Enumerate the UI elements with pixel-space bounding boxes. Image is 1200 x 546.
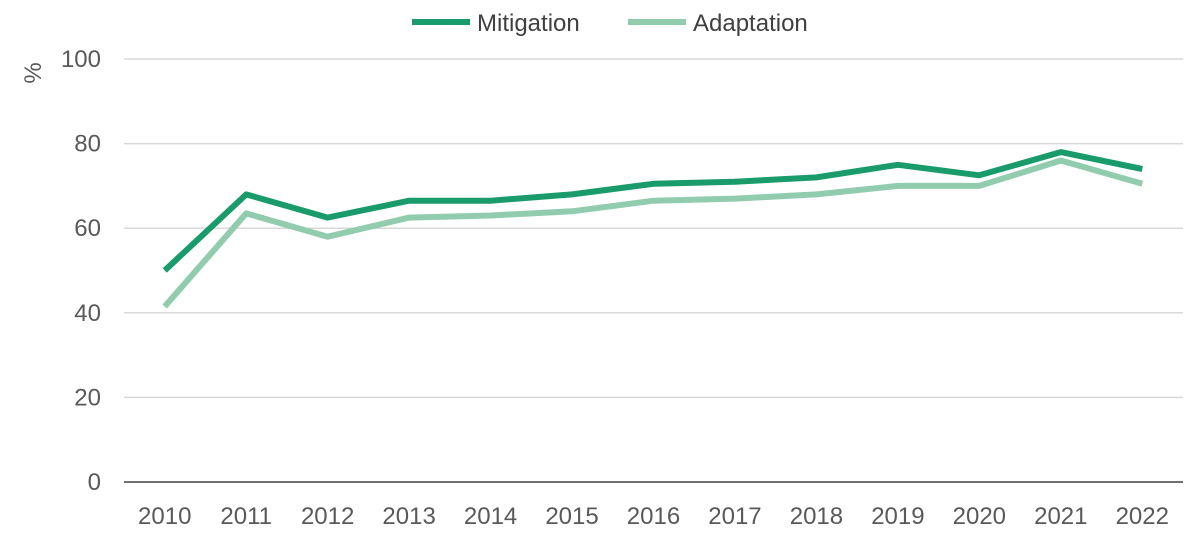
- series-lines: [162, 149, 1144, 309]
- x-axis-tick-labels: 2010 2011 2012 2013 2014 2015 2016 2017 2018 2019…: [138, 503, 1169, 530]
- y-tick-label: 40: [74, 300, 101, 327]
- x-tick-label: 2017: [708, 503, 761, 530]
- x-tick-label: 2012: [301, 503, 354, 530]
- x-tick-label: 2015: [545, 503, 598, 530]
- y-tick-label: 20: [74, 384, 101, 411]
- x-tick-label: 2016: [627, 503, 680, 530]
- legend-label-adaptation: Adaptation: [693, 10, 808, 37]
- y-tick-label: 60: [74, 215, 101, 242]
- x-tick-label: 2014: [464, 503, 517, 530]
- legend: Mitigation Adaptation: [412, 10, 808, 37]
- series-line-mitigation: [162, 149, 1143, 273]
- gridlines: [124, 58, 1183, 483]
- y-tick-label: 80: [74, 131, 101, 158]
- x-tick-label: 2013: [382, 503, 435, 530]
- y-tick-label: 0: [88, 469, 101, 496]
- x-tick-label: 2019: [871, 503, 924, 530]
- x-tick-label: 2020: [953, 503, 1006, 530]
- y-axis-title: %: [20, 62, 47, 83]
- x-tick-label: 2018: [790, 503, 843, 530]
- series-line-adaptation: [162, 157, 1144, 309]
- y-axis-tick-labels: 0 20 40 60 80 100: [61, 46, 101, 496]
- x-tick-label: 2021: [1034, 503, 1087, 530]
- y-tick-label: 100: [61, 46, 101, 73]
- x-tick-label: 2010: [138, 503, 191, 530]
- x-tick-label: 2011: [220, 503, 272, 530]
- x-tick-label: 2022: [1116, 503, 1169, 530]
- legend-label-mitigation: Mitigation: [477, 10, 580, 37]
